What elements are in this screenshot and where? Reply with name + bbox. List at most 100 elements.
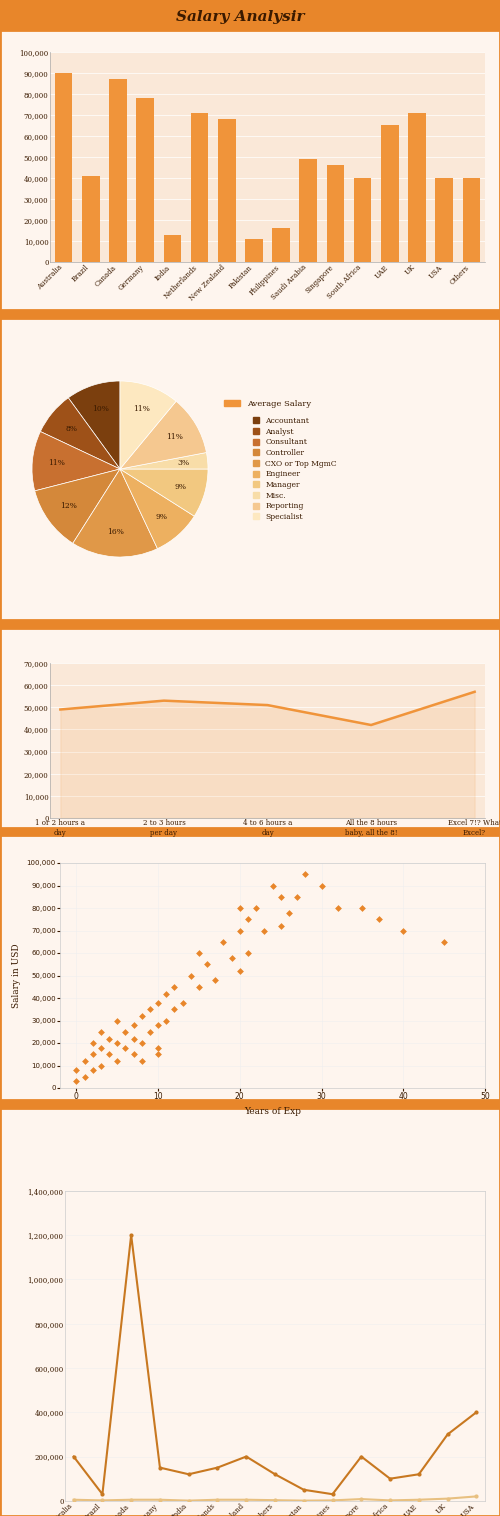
Point <box>178 990 186 1014</box>
Point <box>236 919 244 943</box>
Wedge shape <box>32 432 120 491</box>
Point <box>252 896 260 920</box>
Point <box>228 946 235 970</box>
Bar <box>462 177 480 262</box>
Wedge shape <box>120 381 176 468</box>
Point <box>170 998 178 1022</box>
Text: 9%: 9% <box>156 512 168 520</box>
Wedge shape <box>120 468 208 515</box>
Point <box>187 963 195 987</box>
Bar <box>408 112 426 262</box>
Text: Salary Analysir: Salary Analysir <box>176 9 304 24</box>
Legend: Average Salary: Average Salary <box>220 908 314 922</box>
Y-axis label: Salary in USD: Salary in USD <box>12 943 21 1008</box>
Wedge shape <box>35 468 120 543</box>
Point <box>122 1020 130 1045</box>
Text: 16%: 16% <box>108 528 124 537</box>
Wedge shape <box>120 402 206 468</box>
Point <box>154 990 162 1014</box>
Bar <box>381 126 398 262</box>
Point <box>276 914 284 938</box>
Point <box>220 929 228 954</box>
Wedge shape <box>120 452 208 468</box>
Point <box>97 1054 105 1078</box>
Wedge shape <box>73 468 158 556</box>
Point <box>72 1058 80 1082</box>
Point <box>122 1035 130 1060</box>
Point <box>440 929 448 954</box>
Bar <box>326 165 344 262</box>
Legend: Average Salary: Average Salary <box>220 396 314 411</box>
Point <box>130 1026 138 1051</box>
Text: 9%: 9% <box>175 482 187 491</box>
Text: 12%: 12% <box>60 502 77 511</box>
Bar <box>300 159 317 262</box>
Bar <box>109 79 127 262</box>
Text: 11%: 11% <box>48 459 66 467</box>
Point <box>138 1031 145 1055</box>
Bar <box>136 99 154 262</box>
Text: 10%: 10% <box>92 405 109 412</box>
Point <box>236 960 244 984</box>
Point <box>170 975 178 999</box>
Point <box>130 1013 138 1037</box>
Point <box>212 967 220 991</box>
Point <box>195 941 203 966</box>
Point <box>260 919 268 943</box>
Bar <box>245 240 262 262</box>
Point <box>113 1008 121 1032</box>
Point <box>301 863 309 887</box>
Text: 3%: 3% <box>177 459 189 467</box>
Point <box>162 1008 170 1032</box>
Point <box>80 1064 88 1088</box>
Point <box>138 1004 145 1028</box>
Bar <box>190 112 208 262</box>
Point <box>138 1049 145 1073</box>
Bar <box>272 229 290 262</box>
X-axis label: Years of Exp: Years of Exp <box>244 1107 301 1116</box>
Point <box>203 952 211 976</box>
Text: 8%: 8% <box>65 424 77 432</box>
Point <box>195 975 203 999</box>
Bar <box>436 177 453 262</box>
Point <box>105 1041 113 1066</box>
Bar <box>218 120 236 262</box>
Point <box>244 907 252 931</box>
Bar <box>82 176 100 262</box>
Point <box>105 1026 113 1051</box>
Legend: Accountant, Analyst, Consultant, Controller, CXO or Top MgmC, Engineer, Manager,: Accountant, Analyst, Consultant, Control… <box>252 415 338 523</box>
Point <box>268 873 276 897</box>
Text: 11%: 11% <box>133 405 150 414</box>
Point <box>113 1049 121 1073</box>
Point <box>400 919 407 943</box>
Point <box>113 1031 121 1055</box>
Point <box>236 896 244 920</box>
Point <box>130 1041 138 1066</box>
Point <box>162 981 170 1005</box>
Point <box>80 1049 88 1073</box>
Point <box>154 1013 162 1037</box>
Point <box>88 1041 96 1066</box>
Point <box>334 896 342 920</box>
Point <box>146 1020 154 1045</box>
Point <box>358 896 366 920</box>
Point <box>97 1020 105 1045</box>
Point <box>244 941 252 966</box>
Point <box>285 901 293 925</box>
Bar <box>354 177 372 262</box>
Point <box>97 1035 105 1060</box>
Point <box>146 998 154 1022</box>
Bar <box>55 73 72 262</box>
Point <box>72 1069 80 1093</box>
Point <box>154 1035 162 1060</box>
Wedge shape <box>40 397 120 468</box>
Point <box>375 907 383 931</box>
Point <box>318 873 326 897</box>
Point <box>88 1058 96 1082</box>
Wedge shape <box>68 381 120 468</box>
Text: 11%: 11% <box>166 432 183 441</box>
Wedge shape <box>120 468 194 549</box>
Point <box>88 1031 96 1055</box>
Point <box>154 1041 162 1066</box>
Point <box>293 885 301 910</box>
